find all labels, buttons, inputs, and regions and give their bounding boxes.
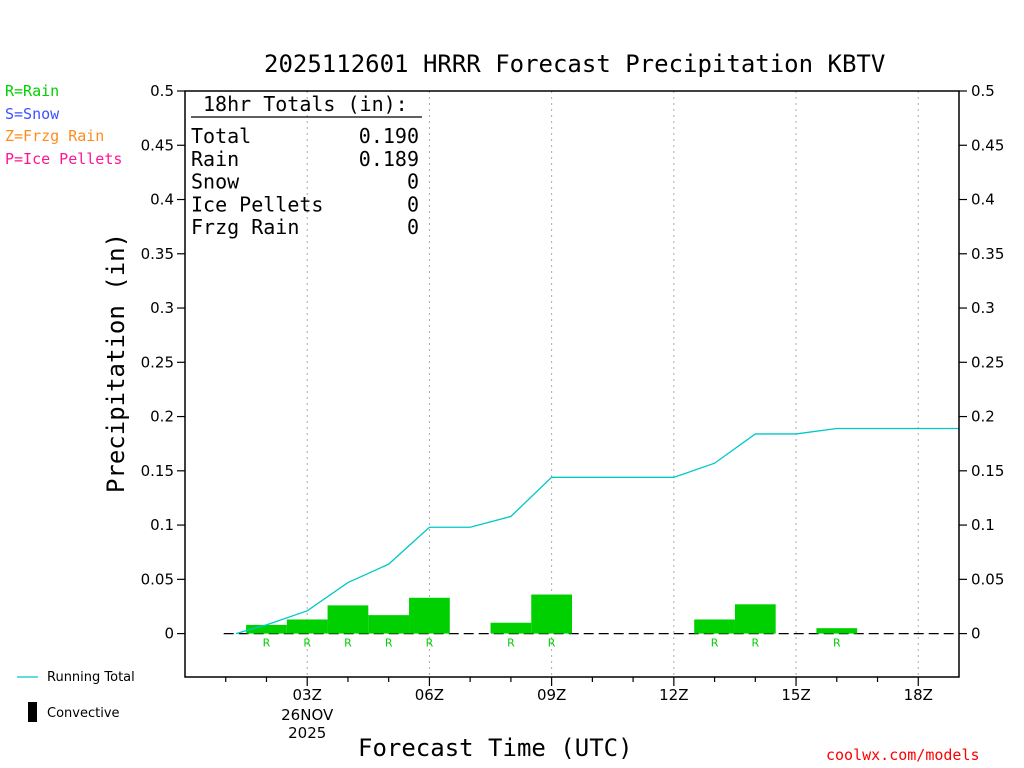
type-label-14: R <box>751 637 759 650</box>
x-tick-label-0: 03Z <box>293 686 322 704</box>
type-label-13: R <box>711 637 719 650</box>
y-tick-label-right-4: 0.2 <box>971 408 995 426</box>
totals-value-0: 0.190 <box>359 124 419 148</box>
x-axis-label: Forecast Time (UTC) <box>358 734 633 762</box>
x-tick-label-5: 18Z <box>904 686 933 704</box>
y-tick-label-right-10: 0.5 <box>971 82 995 100</box>
credit-link[interactable]: coolwx.com/models <box>826 746 980 764</box>
y-tick-label-left-7: 0.35 <box>141 245 174 263</box>
precip-bar-13 <box>694 619 735 634</box>
precip-bar-4 <box>327 605 369 634</box>
y-tick-label-right-8: 0.4 <box>971 191 995 209</box>
type-label-4: R <box>344 637 352 650</box>
y-tick-label-right-7: 0.35 <box>971 245 1004 263</box>
totals-value-1: 0.189 <box>359 147 419 171</box>
totals-label-3: Ice Pellets <box>191 192 323 216</box>
running-total-line <box>235 427 959 635</box>
x-tick-label-3: 12Z <box>659 686 688 704</box>
precip-bar-9 <box>531 594 572 634</box>
y-tick-label-left-6: 0.3 <box>150 299 174 317</box>
y-tick-label-right-1: 0.05 <box>971 570 1004 588</box>
y-tick-label-left-2: 0.1 <box>150 516 174 534</box>
totals-label-4: Frzg Rain <box>191 215 299 239</box>
x-tick-label-2: 09Z <box>537 686 566 704</box>
precip-bar-16 <box>816 628 858 634</box>
x-tick-sublabel-1: 2025 <box>288 724 326 742</box>
y-tick-label-right-3: 0.15 <box>971 462 1004 480</box>
type-label-8: R <box>507 637 515 650</box>
precip-bar-5 <box>368 615 410 634</box>
totals-label-2: Snow <box>191 170 240 194</box>
x-tick-label-1: 06Z <box>415 686 444 704</box>
totals-label-0: Total <box>191 124 251 148</box>
y-tick-label-left-0: 0 <box>164 625 174 643</box>
precip-bar-3 <box>286 619 328 634</box>
convective-legend-swatch <box>28 702 37 722</box>
y-tick-label-right-9: 0.45 <box>971 136 1004 154</box>
y-axis-label: Precipitation (in) <box>102 232 130 494</box>
chart-title: 2025112601 HRRR Forecast Precipitation K… <box>264 50 886 78</box>
type-label-6: R <box>426 637 434 650</box>
legend-frzg-rain: Z=Frzg Rain <box>5 127 105 145</box>
precip-bar-6 <box>409 597 450 634</box>
y-tick-label-left-3: 0.15 <box>141 462 174 480</box>
legend-rain: R=Rain <box>5 82 60 100</box>
y-tick-label-left-1: 0.05 <box>141 570 174 588</box>
precip-bar-8 <box>490 622 532 634</box>
legend-ice-pellets: P=Ice Pellets <box>5 150 123 168</box>
y-tick-label-right-6: 0.3 <box>971 299 995 317</box>
type-label-5: R <box>385 637 393 650</box>
y-tick-label-right-2: 0.1 <box>971 516 995 534</box>
type-label-16: R <box>833 637 841 650</box>
y-tick-label-right-5: 0.25 <box>971 353 1004 371</box>
x-tick-sublabel-0: 26NOV <box>281 706 334 724</box>
y-tick-label-left-5: 0.25 <box>141 353 174 371</box>
totals-value-4: 0 <box>407 215 419 239</box>
totals-header: 18hr Totals (in): <box>203 92 408 116</box>
y-tick-label-right-0: 0 <box>971 625 981 643</box>
plot-frame <box>184 90 960 678</box>
legend-convective-label: Convective <box>47 706 120 721</box>
totals-value-3: 0 <box>407 192 419 216</box>
precip-bar-2 <box>246 624 287 634</box>
legend-snow: S=Snow <box>5 105 60 123</box>
y-tick-label-left-10: 0.5 <box>150 82 174 100</box>
type-label-9: R <box>548 637 556 650</box>
precip-bar-14 <box>734 604 776 634</box>
x-tick-label-4: 15Z <box>781 686 810 704</box>
totals-label-1: Rain <box>191 147 239 171</box>
y-tick-label-left-4: 0.2 <box>150 408 174 426</box>
type-label-3: R <box>303 637 311 650</box>
legend-running-total-label: Running Total <box>47 670 135 685</box>
totals-value-2: 0 <box>407 170 419 194</box>
y-tick-label-left-8: 0.4 <box>150 191 174 209</box>
y-tick-label-left-9: 0.45 <box>141 136 174 154</box>
type-label-2: R <box>263 637 271 650</box>
